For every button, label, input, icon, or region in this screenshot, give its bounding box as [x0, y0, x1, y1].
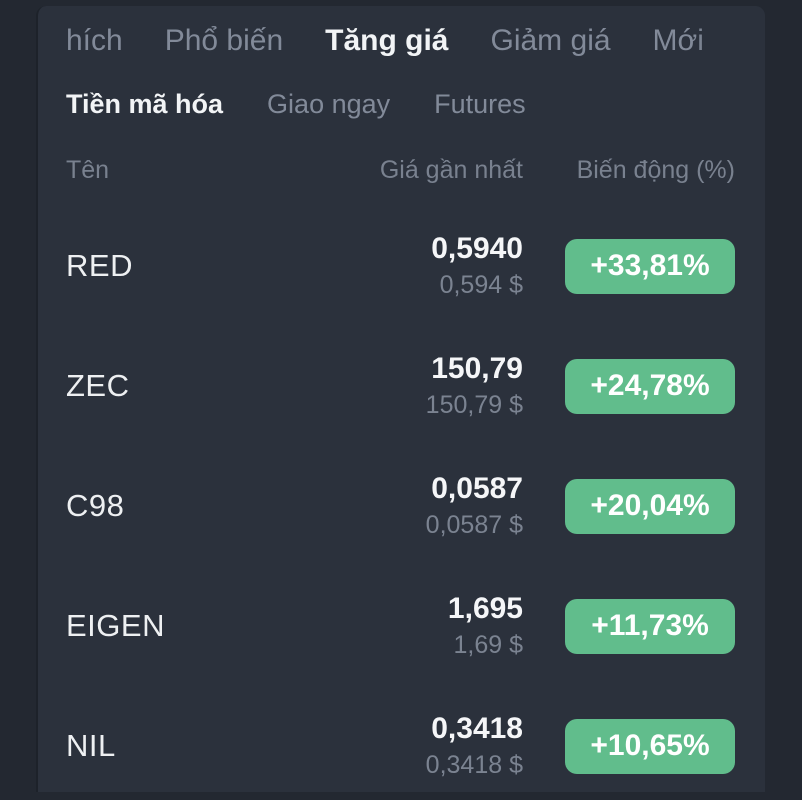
price-usd: 1,69 $: [453, 631, 523, 659]
change-badge[interactable]: +10,65%: [565, 718, 735, 774]
price-cell: 150,79 150,79 $: [323, 351, 523, 421]
change-cell: +33,81%: [565, 238, 735, 294]
last-price: 0,3418: [431, 712, 523, 745]
price-cell: 1,695 1,69 $: [323, 591, 523, 661]
price-cell: 0,5940 0,594 $: [323, 231, 523, 301]
subtab-crypto[interactable]: Tiền mã hóa: [66, 88, 224, 119]
coin-symbol: NIL: [66, 728, 116, 763]
last-price: 0,5940: [431, 232, 523, 265]
tab-favorites-partial[interactable]: hích: [66, 24, 123, 57]
table-row[interactable]: ZEC 150,79 150,79 $ +24,78%: [66, 326, 735, 446]
table-header: Tên Giá gần nhất Biến động (%): [66, 154, 735, 186]
change-cell: +20,04%: [565, 478, 735, 534]
coin-symbol: ZEC: [66, 368, 130, 403]
market-type-subtabs: Tiền mã hóa Giao ngay Futures: [66, 84, 735, 124]
coin-symbol: EIGEN: [66, 608, 165, 643]
price-usd: 0,594 $: [439, 271, 523, 299]
price-cell: 0,0587 0,0587 $: [323, 471, 523, 541]
header-last-price[interactable]: Giá gần nhất: [379, 155, 523, 184]
market-panel: hích Phổ biến Tăng giá Giảm giá Mới Tiền…: [36, 6, 765, 792]
price-usd: 150,79 $: [425, 391, 523, 419]
change-badge[interactable]: +20,04%: [565, 478, 735, 534]
tab-gainers[interactable]: Tăng giá: [325, 24, 449, 57]
tab-popular[interactable]: Phổ biến: [164, 24, 284, 57]
tabbar-right-fade: [695, 6, 765, 66]
subtab-spot[interactable]: Giao ngay: [267, 88, 391, 119]
price-cell: 0,3418 0,3418 $: [323, 711, 523, 781]
table-row[interactable]: NIL 0,3418 0,3418 $ +10,65%: [66, 686, 735, 792]
tab-new-partial[interactable]: Mới: [652, 24, 704, 57]
price-usd: 0,3418 $: [425, 751, 523, 779]
change-badge[interactable]: +24,78%: [565, 358, 735, 414]
coin-symbol: C98: [66, 488, 125, 523]
header-change-percent[interactable]: Biến động (%): [576, 155, 735, 184]
change-cell: +10,65%: [565, 718, 735, 774]
market-category-tabs: hích Phổ biến Tăng giá Giảm giá Mới: [66, 6, 765, 66]
last-price: 1,695: [447, 592, 523, 625]
header-name[interactable]: Tên: [66, 155, 110, 184]
coin-list: RED 0,5940 0,594 $ +33,81% ZEC 150,79 15…: [66, 206, 735, 792]
subtab-futures[interactable]: Futures: [434, 88, 526, 119]
change-badge[interactable]: +11,73%: [565, 598, 735, 654]
last-price: 0,0587: [431, 472, 523, 505]
table-row[interactable]: EIGEN 1,695 1,69 $ +11,73%: [66, 566, 735, 686]
change-cell: +11,73%: [565, 598, 735, 654]
coin-symbol: RED: [66, 248, 133, 283]
change-badge[interactable]: +33,81%: [565, 238, 735, 294]
table-row[interactable]: RED 0,5940 0,594 $ +33,81%: [66, 206, 735, 326]
last-price: 150,79: [431, 352, 523, 385]
tab-losers[interactable]: Giảm giá: [490, 24, 611, 57]
price-usd: 0,0587 $: [425, 511, 523, 539]
table-row[interactable]: C98 0,0587 0,0587 $ +20,04%: [66, 446, 735, 566]
change-cell: +24,78%: [565, 358, 735, 414]
